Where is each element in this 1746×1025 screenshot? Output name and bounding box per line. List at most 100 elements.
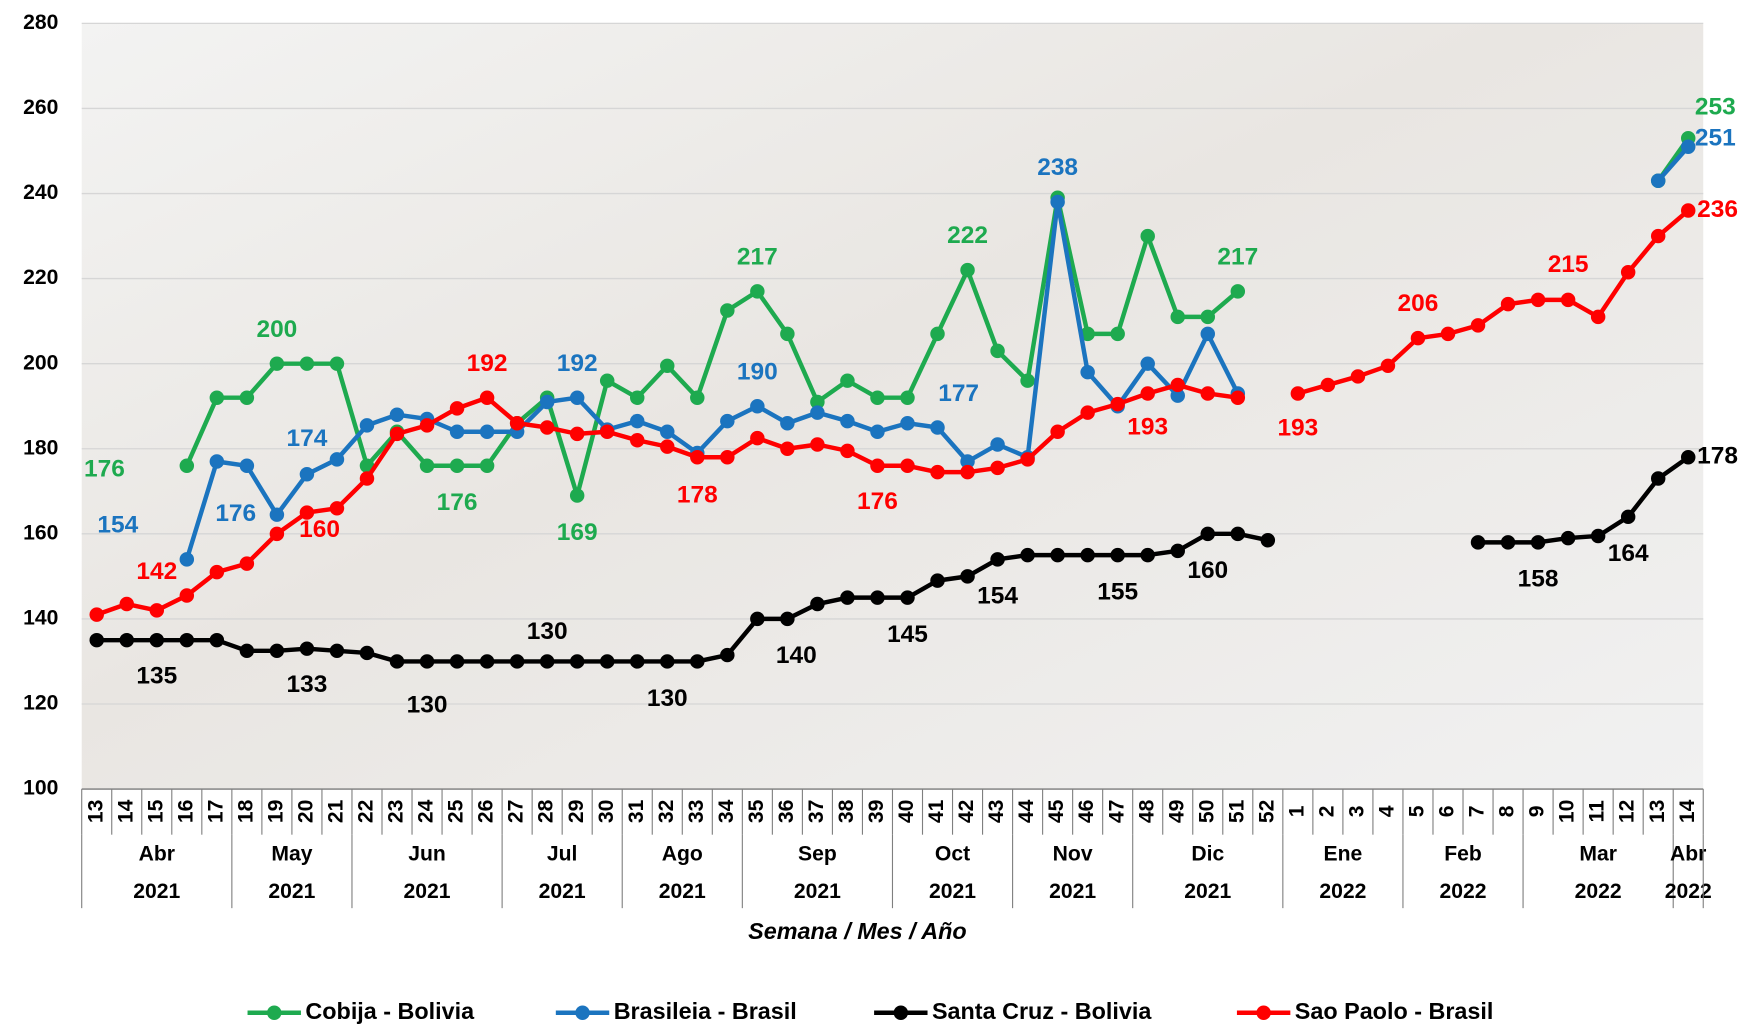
y-tick-label: 260: [23, 96, 58, 119]
value-label: 178: [1697, 443, 1738, 470]
x-tick-label: 46: [1075, 800, 1098, 824]
value-label: 192: [557, 350, 598, 377]
value-label: 169: [557, 519, 598, 546]
data-point: [810, 394, 825, 410]
value-label: 164: [1608, 540, 1649, 567]
month-label: Dic: [1191, 842, 1224, 865]
data-point: [269, 526, 285, 542]
data-point: [1530, 535, 1546, 550]
data-point: [1050, 194, 1065, 210]
x-tick-label: 1: [1285, 805, 1308, 817]
x-tick-label: 19: [264, 800, 287, 824]
data-point: [1230, 284, 1246, 299]
data-point: [329, 356, 345, 371]
data-point: [1410, 330, 1426, 346]
month-label: Abr: [1670, 842, 1706, 865]
year-label: 2022: [1440, 880, 1487, 903]
data-point: [1650, 471, 1666, 486]
data-point: [1140, 356, 1155, 371]
legend-label: Santa Cruz - Bolivia: [932, 998, 1152, 1024]
x-tick-label: 8: [1496, 805, 1519, 817]
data-point: [539, 654, 555, 669]
value-label: 192: [467, 350, 508, 377]
value-label: 178: [677, 482, 718, 509]
data-point: [1200, 326, 1216, 342]
x-tick-label: 16: [174, 800, 197, 824]
data-point: [89, 607, 104, 622]
data-point: [599, 654, 615, 669]
data-point: [119, 632, 134, 648]
data-point: [960, 569, 975, 584]
value-label: 238: [1037, 154, 1078, 181]
data-point: [990, 460, 1005, 476]
data-point: [1440, 326, 1456, 342]
data-point: [720, 647, 735, 663]
data-point: [1590, 309, 1606, 325]
data-point: [1200, 309, 1216, 325]
data-point: [960, 454, 975, 469]
data-point: [1110, 326, 1125, 342]
data-point: [569, 426, 585, 442]
year-label: 2021: [929, 880, 976, 903]
value-label: 176: [84, 456, 125, 483]
month-label: Jun: [408, 842, 446, 865]
data-point: [930, 420, 945, 435]
series-line: [184, 199, 1240, 561]
data-point: [119, 596, 134, 612]
year-label: 2021: [268, 880, 315, 903]
data-point: [1560, 530, 1576, 546]
data-point: [569, 654, 585, 669]
data-point: [1620, 264, 1636, 280]
data-point: [630, 390, 645, 405]
data-point: [449, 458, 465, 474]
value-label: 158: [1518, 566, 1559, 593]
data-point: [780, 326, 795, 342]
y-tick-label: 240: [23, 181, 58, 204]
series-line: [1656, 145, 1690, 183]
year-label: 2021: [794, 880, 841, 903]
data-point: [389, 654, 405, 669]
data-point: [389, 407, 405, 422]
data-point: [1140, 228, 1155, 244]
year-label: 2021: [1049, 880, 1096, 903]
data-point: [1110, 396, 1125, 412]
x-tick-label: 18: [234, 799, 257, 823]
data-point: [539, 394, 555, 410]
data-point: [810, 405, 825, 420]
data-point: [149, 603, 165, 618]
value-label: 140: [776, 642, 817, 669]
legend-marker: [1256, 1005, 1271, 1020]
x-tick-label: 14: [1676, 799, 1699, 823]
value-label: 177: [938, 380, 979, 407]
data-point: [1650, 173, 1666, 188]
data-point: [1170, 309, 1185, 325]
value-label: 154: [977, 583, 1018, 610]
data-point: [930, 326, 945, 342]
data-point: [900, 590, 915, 605]
data-point: [1080, 364, 1095, 380]
data-point: [660, 439, 675, 454]
y-tick-label: 200: [23, 351, 58, 374]
data-point: [419, 654, 435, 669]
data-point: [720, 450, 735, 465]
data-point: [870, 458, 885, 474]
y-tick-label: 120: [23, 692, 58, 715]
year-label: 2021: [404, 880, 451, 903]
data-point: [900, 415, 915, 431]
value-label: 155: [1097, 578, 1138, 605]
x-tick-label: 28: [535, 799, 558, 823]
value-label: 176: [857, 488, 898, 515]
data-point: [960, 262, 975, 278]
x-tick-label: 32: [655, 800, 678, 824]
data-point: [930, 464, 945, 480]
x-tick-label: 50: [1195, 800, 1218, 824]
data-point: [1650, 228, 1666, 244]
data-point: [690, 450, 705, 465]
month-label: Sep: [798, 842, 837, 865]
data-point: [1560, 292, 1576, 308]
x-tick-label: 45: [1045, 799, 1068, 823]
year-label: 2022: [1665, 880, 1712, 903]
data-point: [479, 458, 495, 474]
x-tick-label: 6: [1436, 805, 1459, 817]
